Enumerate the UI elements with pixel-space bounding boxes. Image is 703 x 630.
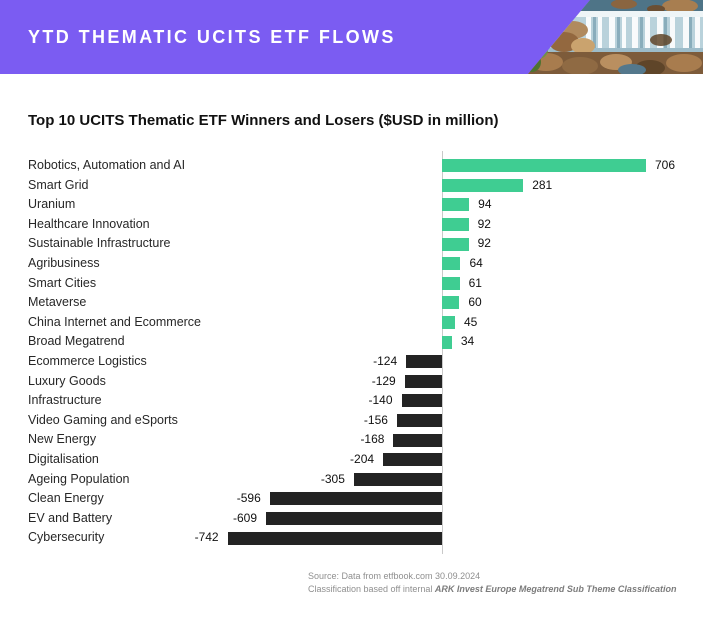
chart-row: Agribusiness 64	[0, 254, 703, 274]
category-label: Luxury Goods	[28, 373, 106, 388]
category-label: New Energy	[28, 432, 97, 447]
negative-bar	[227, 531, 442, 545]
negative-bar	[404, 374, 442, 388]
category-label: Smart Grid	[28, 177, 89, 192]
value-label: -204	[350, 452, 375, 466]
negative-bar	[353, 472, 442, 486]
value-label: -609	[233, 510, 258, 525]
category-label: Healthcare Innovation	[28, 216, 150, 231]
chart-row: Clean Energy -596	[0, 489, 703, 509]
category-label: Broad Megatrend	[28, 334, 125, 349]
positive-bar	[442, 159, 646, 173]
chart-title: Top 10 UCITS Thematic ETF Winners and Lo…	[28, 112, 499, 129]
value-label: 92	[477, 216, 491, 231]
chart-row: Luxury Goods -129	[0, 372, 703, 392]
classification-prefix: Classification based off internal	[308, 584, 435, 594]
page-title: YTD THEMATIC UCITS ETF FLOWS	[28, 26, 396, 47]
chart-row: Sustainable Infrastructure 92	[0, 234, 703, 254]
category-label: Cybersecurity	[28, 530, 105, 545]
negative-bar	[266, 512, 442, 526]
zero-axis-line	[441, 151, 443, 554]
positive-bar	[442, 198, 470, 212]
header-banner: YTD THEMATIC UCITS ETF FLOWS	[0, 0, 703, 74]
chart-row: Broad Megatrend 34	[0, 332, 703, 352]
category-label: Video Gaming and eSports	[28, 412, 178, 427]
negative-bar	[406, 355, 442, 369]
chart-row: Video Gaming and eSports -156	[0, 411, 703, 431]
category-label: Uranium	[28, 197, 76, 212]
category-label: Robotics, Automation and AI	[28, 158, 186, 172]
category-label: Digitalisation	[28, 452, 99, 466]
negative-bar	[393, 433, 442, 447]
category-label: Metaverse	[28, 295, 87, 310]
chart-row: China Internet and Ecommerce 45	[0, 313, 703, 333]
classification-line: Classification based off internal ARK In…	[308, 583, 676, 596]
negative-bar	[401, 394, 442, 408]
value-label: -305	[320, 471, 345, 486]
value-label: -156	[363, 412, 388, 427]
value-label: -596	[236, 491, 261, 506]
chart-row: EV and Battery -609	[0, 509, 703, 529]
value-label: 61	[468, 275, 482, 290]
chart-row: Metaverse 60	[0, 293, 703, 313]
value-label: -124	[373, 354, 398, 368]
value-label: 34	[460, 334, 475, 349]
value-label: -140	[368, 393, 393, 408]
chart-row: Ageing Population -305	[0, 470, 703, 490]
value-label: 94	[478, 197, 492, 212]
value-label: 64	[469, 256, 483, 270]
chart-row: Smart Grid 281	[0, 176, 703, 196]
chart-row: Robotics, Automation and AI 706	[0, 156, 703, 176]
value-label: -168	[360, 432, 385, 447]
negative-bar	[269, 492, 442, 506]
category-label: Infrastructure	[28, 393, 102, 408]
chart-row: Ecommerce Logistics -124	[0, 352, 703, 372]
category-label: EV and Battery	[28, 510, 113, 525]
value-label: 60	[468, 295, 482, 310]
classification-emphasis: ARK Invest Europe Megatrend Sub Theme Cl…	[434, 584, 677, 594]
positive-bar	[442, 257, 461, 271]
category-label: Smart Cities	[28, 275, 97, 290]
category-label: Sustainable Infrastructure	[28, 236, 171, 251]
positive-bar	[442, 335, 452, 349]
value-label: 706	[655, 158, 676, 172]
chart-row: Smart Cities 61	[0, 274, 703, 294]
category-label: Clean Energy	[28, 491, 104, 506]
value-label: 281	[532, 177, 553, 192]
positive-bar	[442, 276, 460, 290]
source-note: Source: Data from etfbook.com 30.09.2024…	[308, 570, 676, 596]
positive-bar	[442, 218, 469, 232]
positive-bar	[442, 178, 524, 192]
category-label: Ageing Population	[28, 471, 130, 486]
chart-row: Uranium 94	[0, 195, 703, 215]
chart-row: Healthcare Innovation 92	[0, 215, 703, 235]
positive-bar	[442, 316, 455, 330]
value-label: 92	[477, 236, 491, 251]
category-label: Ecommerce Logistics	[28, 354, 147, 368]
value-label: -742	[194, 530, 219, 545]
positive-bar	[442, 296, 460, 310]
chart-row: New Energy -168	[0, 430, 703, 450]
chart-row: Cybersecurity -742	[0, 528, 703, 548]
positive-bar	[442, 237, 469, 251]
negative-bar	[383, 453, 442, 467]
chart-row: Infrastructure -140	[0, 391, 703, 411]
source-line: Source: Data from etfbook.com 30.09.2024	[308, 571, 481, 581]
category-label: Agribusiness	[28, 256, 100, 270]
chart-row: Digitalisation -204	[0, 450, 703, 470]
negative-bar	[396, 414, 442, 428]
value-label: -129	[371, 373, 396, 388]
value-label: 45	[464, 314, 478, 329]
category-label: China Internet and Ecommerce	[28, 314, 202, 329]
